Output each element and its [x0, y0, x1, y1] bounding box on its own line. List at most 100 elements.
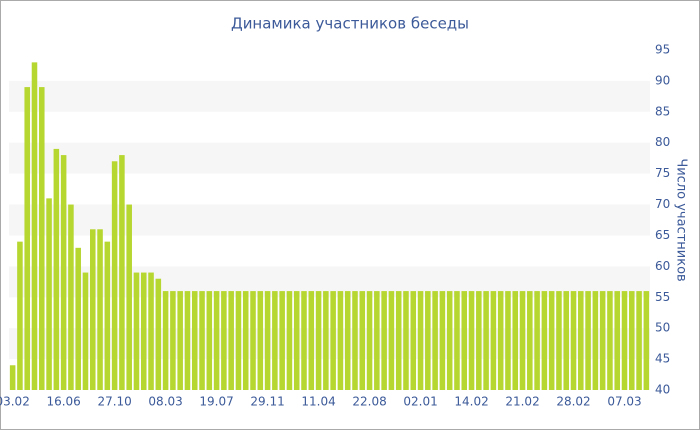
- y-tick-label: 70: [655, 197, 670, 211]
- bar: [272, 291, 278, 390]
- bar: [17, 241, 23, 390]
- bar: [629, 291, 635, 390]
- bar: [563, 291, 570, 390]
- bar: [119, 155, 125, 390]
- bar: [636, 291, 642, 390]
- bar: [578, 291, 584, 390]
- y-tick-label: 80: [655, 135, 670, 149]
- bar: [425, 291, 431, 390]
- bar: [337, 291, 344, 390]
- bar: [548, 291, 555, 390]
- bar: [395, 291, 402, 390]
- grid-band: [9, 142, 650, 174]
- y-axis-label: Число участников: [674, 158, 689, 281]
- bar: [439, 291, 446, 390]
- x-tick-label: 03.02: [0, 395, 30, 409]
- bar: [39, 87, 45, 390]
- grid-band: [9, 80, 650, 112]
- bar: [476, 291, 482, 390]
- x-tick-label: 14.02: [454, 395, 488, 409]
- y-tick-label: 50: [655, 321, 670, 335]
- bar: [308, 291, 315, 390]
- bar: [293, 291, 300, 390]
- bar: [148, 272, 154, 390]
- x-tick-label: 08.03: [148, 395, 182, 409]
- bar: [257, 291, 264, 390]
- bar: [643, 291, 650, 390]
- bar: [126, 204, 132, 390]
- bar: [388, 291, 395, 390]
- x-tick-label: 07.03: [607, 395, 641, 409]
- bar: [140, 272, 147, 390]
- bar: [184, 291, 191, 390]
- bar: [250, 291, 256, 390]
- bar: [206, 291, 213, 390]
- bar: [381, 291, 387, 390]
- bar: [301, 291, 307, 390]
- bar: [417, 291, 424, 390]
- bar: [556, 291, 562, 390]
- bar: [170, 291, 176, 390]
- bar: [221, 291, 227, 390]
- bar: [519, 291, 526, 390]
- bar: [75, 247, 81, 390]
- bar: [366, 291, 373, 390]
- bar: [191, 291, 198, 390]
- bar: [46, 198, 52, 390]
- bar: [614, 291, 620, 390]
- bar: [599, 291, 606, 390]
- bar: [213, 291, 220, 390]
- bar: [199, 291, 205, 390]
- x-tick-label: 11.04: [301, 395, 335, 409]
- grid-band: [9, 204, 650, 236]
- bar: [483, 291, 489, 390]
- bar: [461, 291, 468, 390]
- bar: [352, 291, 358, 390]
- bar: [155, 278, 162, 390]
- bar: [82, 272, 89, 390]
- bar: [264, 291, 271, 390]
- bar: [592, 291, 599, 390]
- bar: [9, 365, 16, 390]
- bar: [60, 155, 67, 390]
- bar: [541, 291, 548, 390]
- y-tick-label: 85: [655, 104, 670, 118]
- bar: [242, 291, 249, 390]
- y-tick-label: 40: [655, 383, 670, 397]
- bar: [68, 204, 74, 390]
- bar: [359, 291, 366, 390]
- bar: [97, 229, 103, 390]
- bar: [53, 148, 60, 390]
- bar: [446, 291, 453, 390]
- bar: [235, 291, 242, 390]
- bar: [111, 161, 118, 390]
- bar: [31, 62, 38, 390]
- bar: [410, 291, 417, 390]
- bar: [497, 291, 504, 390]
- bar: [403, 291, 409, 390]
- y-tick-label: 90: [655, 73, 670, 87]
- bar: [534, 291, 540, 390]
- bar: [570, 291, 577, 390]
- bar: [89, 229, 96, 390]
- x-tick-label: 16.06: [46, 395, 80, 409]
- y-tick-label: 95: [655, 43, 670, 57]
- bar: [344, 291, 351, 390]
- x-tick-label: 21.02: [505, 395, 539, 409]
- x-tick-label: 28.02: [556, 395, 590, 409]
- y-tick-label: 55: [655, 290, 670, 304]
- bar: [286, 291, 293, 390]
- chart-title: Динамика участников беседы: [231, 15, 469, 33]
- bar: [454, 291, 460, 390]
- bar: [162, 291, 169, 390]
- bar: [104, 241, 111, 390]
- bar: [228, 291, 234, 390]
- bar: [315, 291, 322, 390]
- bar: [505, 291, 511, 390]
- bar: [330, 291, 336, 390]
- bar: [621, 291, 628, 390]
- y-tick-label: 60: [655, 259, 670, 273]
- bar: [323, 291, 329, 390]
- bar: [279, 291, 285, 390]
- y-tick-label: 65: [655, 228, 670, 242]
